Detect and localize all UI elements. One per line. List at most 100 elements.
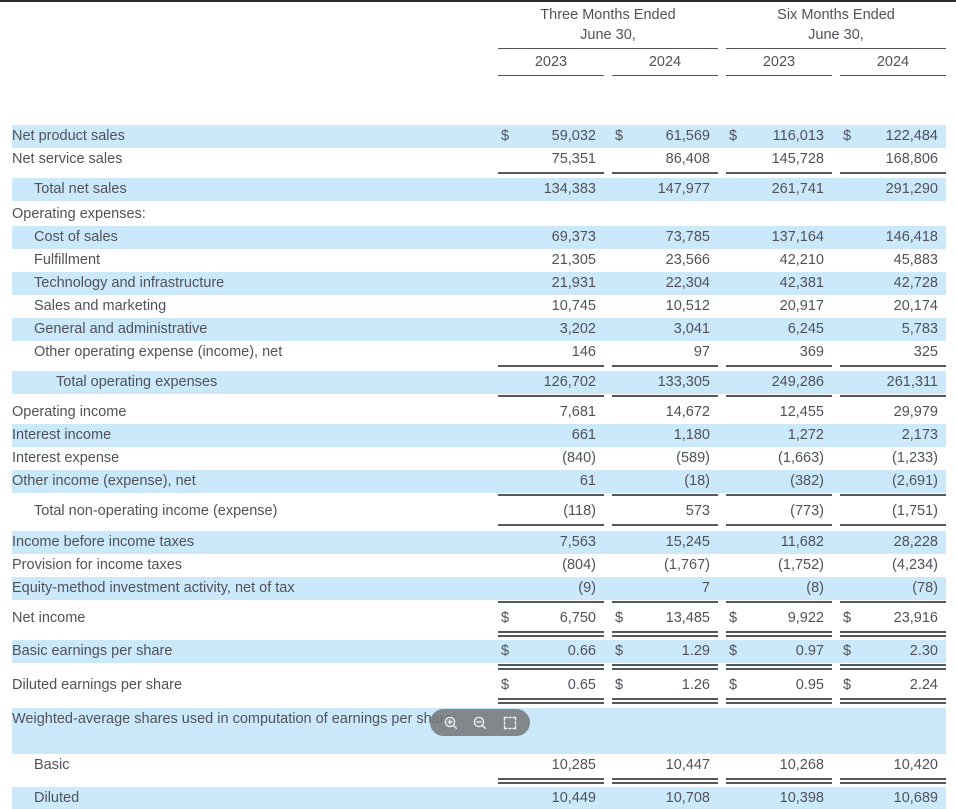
rule-line	[498, 778, 604, 784]
row-label: Interest income	[12, 427, 112, 443]
row-value-cell: 61	[498, 470, 604, 493]
row-label: Total operating expenses	[56, 374, 218, 390]
row-value-cell: 21,305	[498, 249, 604, 272]
row-value: 10,420	[893, 757, 938, 773]
row-value-cell: 10,398	[726, 787, 832, 809]
row-label: Technology and infrastructure	[34, 275, 225, 291]
dollar-sign: $	[615, 677, 624, 693]
row-value: 20,917	[779, 298, 824, 314]
row-value-cell: 145,728	[726, 148, 832, 171]
row-value-cell: (4,234)	[840, 554, 946, 577]
column-rule	[12, 365, 946, 367]
zoom-toolbar	[430, 709, 530, 736]
row-value: 14,672	[665, 404, 710, 420]
row-value-cell: 1,180	[612, 424, 718, 447]
table-header-years: 2023 2024 2023 2024	[12, 51, 946, 76]
row-value-cell: 126,702	[498, 371, 604, 394]
row-value: (589)	[676, 450, 710, 466]
row-value-cell: 168,806	[840, 148, 946, 171]
row-value-cell: 10,268	[726, 754, 832, 777]
row-value: 29,979	[893, 404, 938, 420]
rule-line	[840, 172, 946, 174]
rule-line	[840, 365, 946, 367]
table-row: Total operating expenses 126,702 133,305…	[12, 371, 946, 394]
row-value: 61,569	[665, 128, 710, 144]
row-value: 116,013	[772, 128, 824, 144]
zoom-out-icon	[472, 715, 488, 731]
rule-line	[726, 395, 832, 397]
income-statement-table: Net product sales $59,032 $61,569 $116,0…	[12, 125, 946, 809]
row-value-cell: 97	[612, 341, 718, 364]
fit-to-screen-icon	[502, 715, 518, 731]
row-value: 1.26	[681, 677, 710, 693]
rule-line	[498, 494, 604, 496]
row-value: 7,681	[559, 404, 596, 420]
row-value-cell: 23,566	[612, 249, 718, 272]
row-value: 126,702	[543, 374, 596, 390]
row-value: 369	[799, 344, 824, 360]
rule-line	[612, 494, 718, 496]
row-value-cell: $6,750	[498, 607, 604, 630]
row-value: 145,728	[771, 151, 824, 167]
row-value: 23,566	[665, 252, 710, 268]
fit-to-screen-button[interactable]	[501, 714, 519, 732]
table-row: Income before income taxes 7,563 15,245 …	[12, 531, 946, 554]
rule-spacer	[12, 365, 490, 367]
row-value-cell: 147,977	[612, 178, 718, 201]
row-value: 12,455	[779, 404, 824, 420]
row-value: 249,286	[771, 374, 824, 390]
row-label: Equity-method investment activity, net o…	[12, 580, 295, 596]
table-row: Interest income 661 1,180 1,272 2,173	[12, 424, 946, 447]
row-value-cell: 661	[498, 424, 604, 447]
zoom-in-button[interactable]	[442, 714, 460, 732]
rule-line	[726, 778, 832, 784]
row-value-cell: 1,272	[726, 424, 832, 447]
row-value-cell: 11,682	[726, 531, 832, 554]
row-value-cell: (118)	[498, 500, 604, 523]
row-value-cell: (1,751)	[840, 500, 946, 523]
table-row: Technology and infrastructure 21,931 22,…	[12, 272, 946, 295]
rule-spacer	[12, 494, 490, 496]
row-value: 10,512	[665, 298, 710, 314]
dollar-sign: $	[615, 610, 624, 626]
row-value-cell: $0.65	[498, 674, 604, 697]
row-value: 261,311	[886, 374, 938, 390]
row-value-cell: 10,745	[498, 295, 604, 318]
rule-line	[612, 664, 718, 670]
row-value-cell: 249,286	[726, 371, 832, 394]
rule-line	[726, 664, 832, 670]
zoom-out-button[interactable]	[471, 714, 489, 732]
table-header-groups: Three Months Ended June 30, Six Months E…	[12, 5, 946, 49]
table-row: Sales and marketing 10,745 10,512 20,917…	[12, 295, 946, 318]
row-value-cell: $61,569	[612, 125, 718, 148]
dollar-sign: $	[729, 610, 738, 626]
header-group-title: Three Months Ended	[540, 7, 676, 23]
column-rule	[12, 395, 946, 397]
row-value-cell: 573	[612, 500, 718, 523]
row-value-cell: 42,381	[726, 272, 832, 295]
rule-line	[498, 601, 604, 603]
table-row: Other operating expense (income), net 14…	[12, 341, 946, 364]
rule-line	[840, 601, 946, 603]
table-row: Diluted 10,449 10,708 10,398 10,689	[12, 787, 946, 809]
rule-spacer	[12, 172, 490, 174]
row-label: Diluted	[34, 790, 80, 806]
row-value: 3,041	[673, 321, 710, 337]
year-column-header: 2023	[498, 51, 604, 76]
year-column-header: 2024	[612, 51, 718, 76]
row-value: (78)	[912, 580, 938, 596]
row-value-cell: (2,691)	[840, 470, 946, 493]
row-value: 137,164	[771, 229, 824, 245]
row-value: 146,418	[885, 229, 938, 245]
row-value-cell: 7,563	[498, 531, 604, 554]
rule-line	[612, 172, 718, 174]
row-value: 10,285	[551, 757, 596, 773]
row-value: (773)	[790, 503, 824, 519]
zoom-in-icon	[443, 715, 459, 731]
dollar-sign: $	[501, 677, 510, 693]
row-value-cell: 7,681	[498, 401, 604, 424]
dollar-sign: $	[729, 643, 738, 659]
row-value-cell: 14,672	[612, 401, 718, 424]
rule-spacer	[12, 524, 490, 526]
row-value-cell: 133,305	[612, 371, 718, 394]
